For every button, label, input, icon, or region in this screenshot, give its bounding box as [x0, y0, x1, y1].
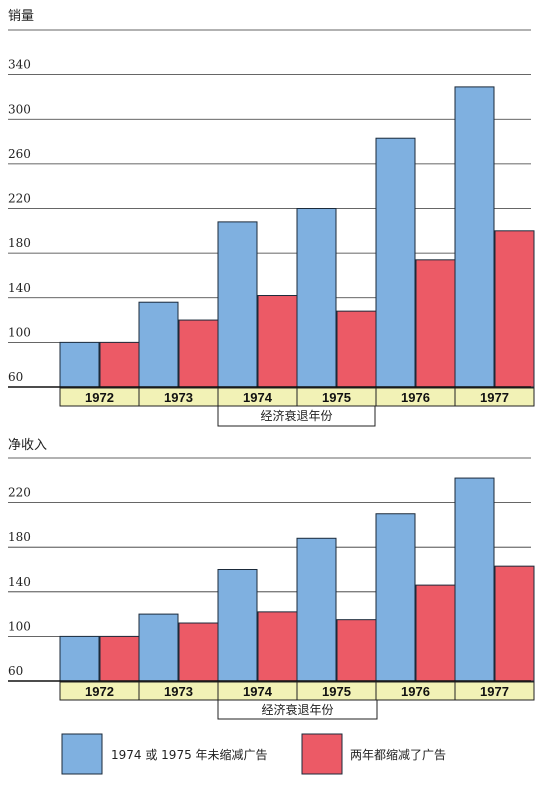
year-label: 1973 [164, 390, 193, 405]
bar-blue-1977 [454, 477, 495, 682]
panel-title: 销量 [8, 9, 34, 24]
bar-blue-1972 [59, 635, 100, 682]
bar-blue-1972 [59, 341, 100, 388]
y-tick-label: 180 [8, 236, 31, 250]
year-label: 1977 [480, 390, 509, 405]
year-label: 1974 [243, 684, 273, 699]
legend-label-blue: 1974 或 1975 年未缩减广告 [111, 747, 268, 762]
bar-blue-1975 [296, 537, 337, 682]
y-tick-label: 340 [8, 58, 31, 72]
y-tick-label: 180 [8, 530, 31, 544]
bar-red-1972 [99, 341, 140, 388]
y-tick-label: 100 [8, 619, 31, 633]
bar-blue-1976 [375, 513, 416, 682]
year-label: 1977 [480, 684, 509, 699]
legend-swatch-red [301, 733, 343, 775]
legend-swatch-blue [61, 733, 103, 775]
bar-blue-1974 [217, 569, 258, 682]
y-tick-label: 100 [8, 325, 31, 339]
bar-red-1972 [99, 635, 140, 682]
bar-blue-1973 [138, 301, 179, 388]
year-label: 1973 [164, 684, 193, 699]
y-tick-label: 140 [8, 575, 31, 589]
year-box [454, 681, 535, 701]
y-tick-label: 300 [8, 102, 31, 116]
bar-blue-1973 [138, 613, 179, 682]
year-label: 1972 [85, 390, 114, 405]
bar-red-1976 [415, 259, 456, 388]
bar-blue-1975 [296, 208, 337, 388]
year-label: 1975 [322, 390, 351, 405]
y-tick-label: 140 [8, 281, 31, 295]
bar-red-1975 [336, 310, 377, 388]
bar-red-1977 [494, 565, 535, 682]
year-box [454, 387, 535, 407]
year-label: 1972 [85, 684, 114, 699]
panel-title: 净收入 [8, 438, 47, 453]
bar-red-1973 [178, 622, 219, 682]
bar-red-1975 [336, 619, 377, 682]
bar-red-1973 [178, 319, 219, 388]
bar-red-1976 [415, 584, 456, 682]
legend-label-red: 两年都缩减了广告 [350, 747, 446, 762]
bar-red-1977 [494, 230, 535, 388]
year-label: 1976 [401, 684, 430, 699]
bar-red-1974 [257, 611, 298, 682]
year-label: 1974 [243, 390, 273, 405]
y-tick-label: 260 [8, 147, 31, 161]
recession-label: 经济衰退年份 [260, 408, 332, 423]
year-label: 1975 [322, 684, 351, 699]
bar-blue-1974 [217, 221, 258, 388]
bar-red-1974 [257, 295, 298, 388]
recession-label: 经济衰退年份 [261, 702, 333, 717]
recession-box [217, 699, 378, 720]
bar-blue-1977 [454, 86, 495, 388]
year-label: 1976 [401, 390, 430, 405]
y-tick-label: 60 [8, 370, 23, 384]
y-tick-label: 60 [8, 664, 23, 678]
y-tick-label: 220 [8, 486, 31, 500]
y-tick-label: 220 [8, 192, 31, 206]
recession-box [217, 405, 376, 427]
bar-blue-1976 [375, 137, 416, 388]
